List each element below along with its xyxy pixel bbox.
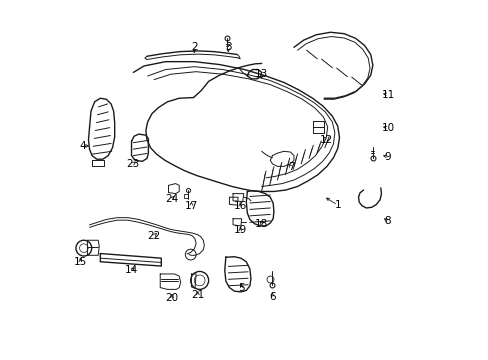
Text: 23: 23 [126, 159, 139, 169]
Text: 10: 10 [381, 123, 394, 133]
Text: 20: 20 [165, 293, 178, 303]
Text: 3: 3 [224, 42, 231, 52]
Text: 11: 11 [381, 90, 394, 100]
Text: 16: 16 [233, 201, 246, 211]
Text: 24: 24 [165, 194, 178, 204]
Text: 21: 21 [191, 291, 204, 301]
Text: 4: 4 [79, 141, 85, 151]
Text: 17: 17 [184, 201, 198, 211]
Text: 13: 13 [255, 69, 268, 79]
Text: 15: 15 [74, 257, 87, 267]
Text: 5: 5 [238, 283, 244, 293]
Text: 9: 9 [384, 152, 390, 162]
Text: 1: 1 [334, 200, 340, 210]
Text: 7: 7 [287, 162, 294, 172]
Text: 8: 8 [384, 216, 390, 226]
Text: 12: 12 [319, 135, 332, 145]
Text: 14: 14 [124, 265, 138, 275]
Text: 22: 22 [147, 231, 161, 240]
Text: 18: 18 [255, 219, 268, 229]
Text: 2: 2 [191, 42, 197, 52]
Text: 19: 19 [233, 225, 246, 235]
Text: 6: 6 [268, 292, 275, 302]
